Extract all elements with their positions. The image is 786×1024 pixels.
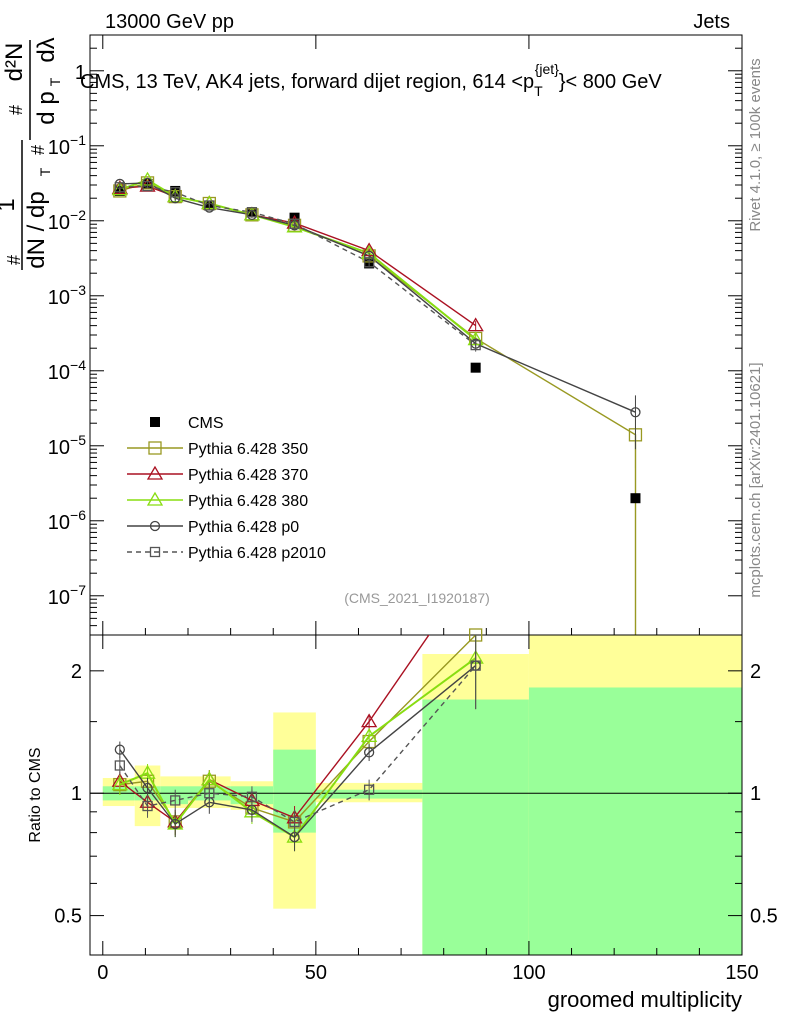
point-4-8: [630, 407, 641, 418]
point-3-0: [111, 181, 128, 196]
series-line-5: [119, 185, 477, 346]
point-2-7: [467, 317, 484, 332]
ratio-line-4: [119, 665, 477, 823]
ratio-frame: [89, 634, 743, 956]
legend-label-3: Pythia 6.428 380: [188, 493, 308, 510]
ratio-point-3-6: [363, 747, 375, 758]
header-left: 13000 GeV pp: [105, 11, 234, 33]
stat-band-8: [528, 687, 742, 955]
y-tick-label: 10−4: [48, 357, 86, 384]
ratio-point-4-0: [114, 760, 125, 771]
stat-band-2: [160, 786, 189, 805]
y-label-part: T: [37, 167, 53, 176]
analysis-tag: (CMS_2021_I1920187): [344, 590, 490, 606]
point-5-0: [114, 182, 125, 193]
ratio-point-4-6: [363, 784, 375, 795]
mcplots-label: mcplots.cern.ch [arXiv:2401.10621]: [747, 362, 764, 597]
ratio-point-4-1: [142, 800, 153, 812]
ratio-tick-label-right: 1: [750, 783, 761, 805]
legend-label-5: Pythia 6.428 p2010: [188, 545, 326, 562]
ratio-tick-label-right: 0.5: [750, 906, 778, 928]
ratio-point-4-3: [204, 788, 215, 799]
point-5-3: [204, 200, 215, 211]
ratio-panel: 0 50 100 150 groomed multiplicity 0.5 0.5 1 1 2 2 R…: [27, 628, 778, 1012]
ratio-tick-label-left: 1: [71, 783, 82, 805]
x-tick-label-150: 150: [725, 962, 758, 984]
ratio-y-label: Ratio to CMS: [27, 747, 44, 842]
y-tick-label: 10−7: [48, 582, 86, 609]
legend-marker-3: [146, 491, 164, 506]
legend-label-2: Pythia 6.428 370: [188, 467, 308, 484]
ratio-point-2-6: [360, 728, 378, 742]
y-tick-label: 10−2: [48, 207, 86, 234]
header-right: Jets: [693, 11, 730, 33]
y-tick-label: 10−5: [48, 432, 86, 459]
ratio-point-4-2: [170, 795, 181, 806]
point-5-2: [170, 187, 181, 198]
point-5-1: [142, 180, 153, 192]
y-label-part: dN / dp: [23, 191, 50, 268]
legend-label-4: Pythia 6.428 p0: [188, 519, 299, 536]
y-tick-label: 1: [75, 62, 86, 84]
legend-marker-0: [150, 417, 160, 427]
x-axis-label: groomed multiplicity: [548, 987, 742, 1012]
point-5-4: [246, 207, 258, 218]
ratio-tick-label-left: 2: [71, 661, 82, 683]
point-3-5: [286, 218, 303, 233]
series-line-3: [119, 178, 477, 341]
legend-label-1: Pythia 6.428 350: [188, 441, 308, 458]
main-panel: 10−710−610−510−410−310−210−111dN / dpT##…: [0, 34, 743, 636]
point-5-7: [470, 339, 481, 351]
point-5-6: [363, 257, 375, 268]
ratio-point-2-0: [111, 776, 128, 791]
y-label-part: 1: [0, 198, 20, 211]
y-label-part: #: [28, 145, 48, 155]
stat-band-7: [422, 699, 529, 955]
ratio-point-3-0: [114, 744, 125, 755]
series-line-4: [119, 182, 636, 413]
ratio-point-3-1: [142, 782, 153, 794]
series-line-2: [119, 185, 477, 327]
ratio-point-4-4: [246, 791, 258, 802]
y-label-part: d p: [33, 91, 60, 124]
ratio-point-1-6: [360, 713, 378, 728]
ratio-tick-label-left: 0.5: [54, 906, 82, 928]
ratio-line-3: [119, 665, 477, 839]
y-label-part: dλ: [33, 37, 60, 62]
y-tick-label: 10−1: [48, 132, 86, 159]
ratio-tick-label-right: 2: [750, 661, 761, 683]
y-tick-label: 10−3: [48, 282, 86, 309]
y-label-part: #: [6, 105, 26, 115]
ratio-point-4-7: [470, 660, 481, 671]
legend-marker-1: [148, 441, 162, 455]
legend-marker-4: [149, 520, 161, 532]
point-0-8: [630, 493, 641, 504]
point-0-5: [289, 212, 300, 223]
main-title: CMS, 13 TeV, AK4 jets, forward dijet reg…: [80, 61, 662, 99]
ratio-line-2: [119, 657, 477, 839]
x-tick-label-0: 0: [97, 962, 108, 984]
x-tick-label-50: 50: [305, 962, 327, 984]
y-tick-label: 10−6: [48, 507, 86, 534]
y-label-part: #: [4, 255, 24, 265]
y-label-part: d²N: [1, 43, 28, 82]
rivet-label: Rivet 4.1.0, ≥ 100k events: [747, 58, 764, 231]
x-tick-label-100: 100: [512, 962, 545, 984]
legend-marker-5: [149, 546, 161, 558]
series-line-1: [119, 182, 637, 635]
y-label-part: T: [47, 77, 63, 86]
legend-label-0: CMS: [188, 415, 224, 432]
ratio-point-4-5: [289, 816, 300, 828]
ratio-point-3-2: [170, 818, 181, 830]
legend: CMS Pythia 6.428 350 Pythia 6.428 370 Pythi…: [127, 415, 326, 562]
legend-marker-2: [146, 465, 164, 480]
point-0-7: [470, 362, 481, 373]
point-5-5: [289, 218, 300, 230]
